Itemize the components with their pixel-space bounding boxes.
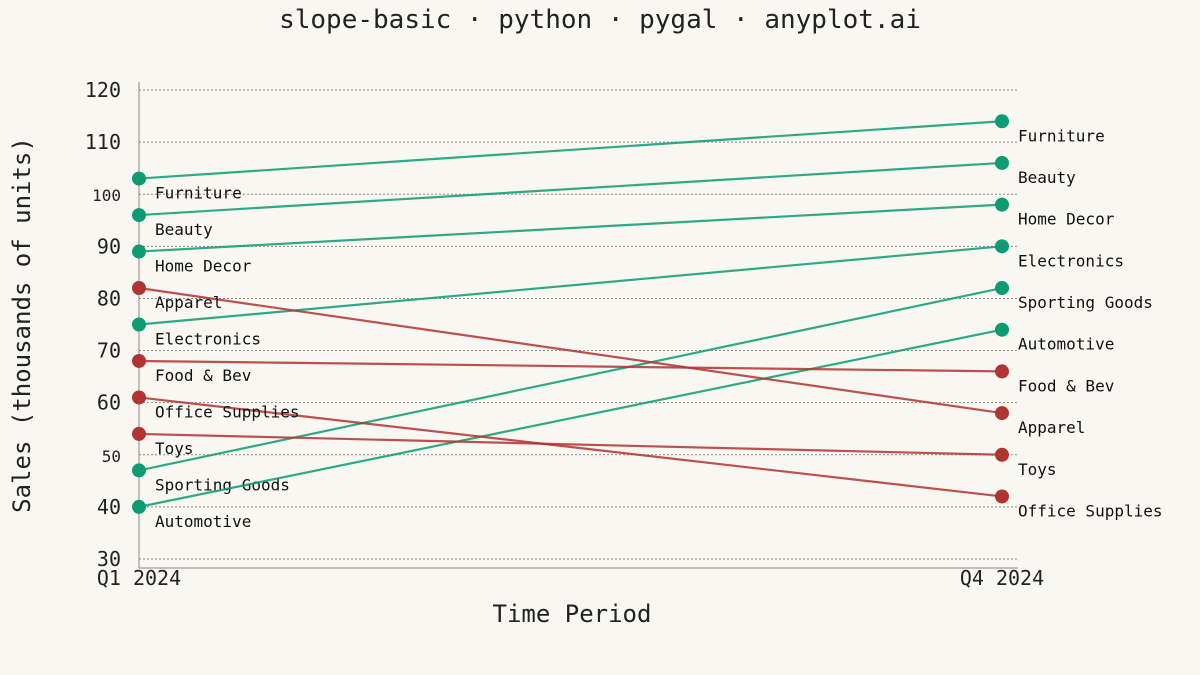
- y-tick-label-40: 40: [97, 495, 121, 519]
- series-toys: Toys Toys: [132, 426, 1057, 479]
- point-furniture-1[interactable]: [995, 114, 1009, 129]
- point-food-bev-1[interactable]: [995, 364, 1009, 379]
- x-tick-label-0: Q1 2024: [97, 566, 181, 590]
- series-home-decor: Home Decor Home Decor: [132, 197, 1115, 276]
- y-tick-label-100: 100: [92, 186, 121, 205]
- series-electronics: Electronics Electronics: [132, 239, 1124, 349]
- point-label-automotive-1: Automotive: [1018, 335, 1114, 354]
- point-sporting-goods-0[interactable]: [132, 463, 146, 478]
- y-tick-label-90: 90: [97, 234, 121, 258]
- point-label-apparel-1: Apparel: [1018, 418, 1085, 437]
- point-label-food-bev-1: Food & Bev: [1018, 376, 1114, 395]
- series-automotive: Automotive Automotive: [132, 322, 1114, 531]
- point-label-beauty-0: Beauty: [155, 220, 213, 239]
- point-electronics-0[interactable]: [132, 317, 146, 332]
- slope-line-office-supplies: [138, 396, 1003, 498]
- slope-line-automotive: [138, 328, 1003, 508]
- point-label-food-bev-0: Food & Bev: [155, 366, 251, 385]
- point-label-automotive-0: Automotive: [155, 512, 251, 531]
- point-electronics-1[interactable]: [995, 239, 1009, 254]
- y-tick-label-70: 70: [97, 339, 121, 363]
- point-automotive-1[interactable]: [995, 322, 1009, 337]
- point-label-beauty-1: Beauty: [1018, 168, 1076, 187]
- y-axis-title: Sales (thousands of units): [8, 137, 36, 513]
- y-tick-label-120: 120: [85, 78, 121, 102]
- y-tick-label-110: 110: [85, 130, 121, 154]
- point-label-electronics-1: Electronics: [1018, 251, 1124, 270]
- series-apparel: Apparel Apparel: [132, 281, 1085, 437]
- x-tick-label-1: Q4 2024: [960, 566, 1044, 590]
- point-sporting-goods-1[interactable]: [995, 281, 1009, 296]
- point-office-supplies-0[interactable]: [132, 390, 146, 405]
- grid-layer: [139, 89, 1018, 560]
- point-home-decor-0[interactable]: [132, 244, 146, 259]
- point-beauty-1[interactable]: [995, 155, 1009, 170]
- slope-line-furniture: [138, 120, 1003, 180]
- point-furniture-0[interactable]: [132, 171, 146, 186]
- point-label-home-decor-0: Home Decor: [155, 257, 252, 276]
- point-label-home-decor-1: Home Decor: [1018, 210, 1115, 229]
- y-tick-label-80: 80: [97, 286, 121, 310]
- point-label-furniture-0: Furniture: [155, 184, 242, 203]
- point-label-toys-0: Toys: [155, 439, 194, 458]
- series-food-bev: Food & Bev Food & Bev: [132, 353, 1114, 395]
- point-label-sporting-goods-1: Sporting Goods: [1018, 293, 1153, 312]
- slope-line-apparel: [138, 286, 1003, 415]
- point-home-decor-1[interactable]: [995, 197, 1009, 212]
- chart-title: slope-basic · python · pygal · anyplot.a…: [279, 5, 921, 35]
- point-label-sporting-goods-0: Sporting Goods: [155, 475, 290, 494]
- point-toys-1[interactable]: [995, 447, 1009, 462]
- point-label-furniture-1: Furniture: [1018, 126, 1105, 145]
- point-apparel-0[interactable]: [132, 281, 146, 296]
- series-sporting-goods: Sporting Goods Sporting Goods: [132, 281, 1153, 494]
- y-tick-label-60: 60: [97, 391, 121, 415]
- point-label-office-supplies-0: Office Supplies: [155, 402, 300, 421]
- point-apparel-1[interactable]: [995, 406, 1009, 421]
- y-tick-label-50: 50: [102, 447, 121, 466]
- slope-line-toys: [138, 432, 1003, 456]
- point-food-bev-0[interactable]: [132, 353, 146, 368]
- slope-line-beauty: [138, 161, 1003, 217]
- slope-line-food-bev: [138, 359, 1003, 373]
- point-office-supplies-1[interactable]: [995, 489, 1009, 504]
- point-beauty-0[interactable]: [132, 208, 146, 223]
- y-tick-label-30: 30: [97, 547, 121, 571]
- x-axis-title: Time Period: [493, 600, 652, 628]
- point-automotive-0[interactable]: [132, 499, 146, 514]
- slope-line-electronics: [138, 245, 1003, 326]
- point-toys-0[interactable]: [132, 426, 146, 441]
- series-furniture: Furniture Furniture: [132, 114, 1105, 203]
- point-label-electronics-0: Electronics: [155, 330, 261, 349]
- point-label-apparel-0: Apparel: [155, 293, 222, 312]
- slope-line-home-decor: [138, 203, 1003, 253]
- x-tick-labels: Q1 2024 Q4 2024: [97, 566, 1044, 590]
- y-tick-labels: 30 40 50 60 70 80 90 100 110 120: [85, 78, 121, 571]
- point-label-toys-1: Toys: [1018, 460, 1057, 479]
- series-beauty: Beauty Beauty: [132, 155, 1076, 239]
- point-label-office-supplies-1: Office Supplies: [1018, 501, 1163, 520]
- series-office-supplies: Office Supplies Office Supplies: [132, 390, 1163, 520]
- slope-line-sporting-goods: [138, 286, 1003, 472]
